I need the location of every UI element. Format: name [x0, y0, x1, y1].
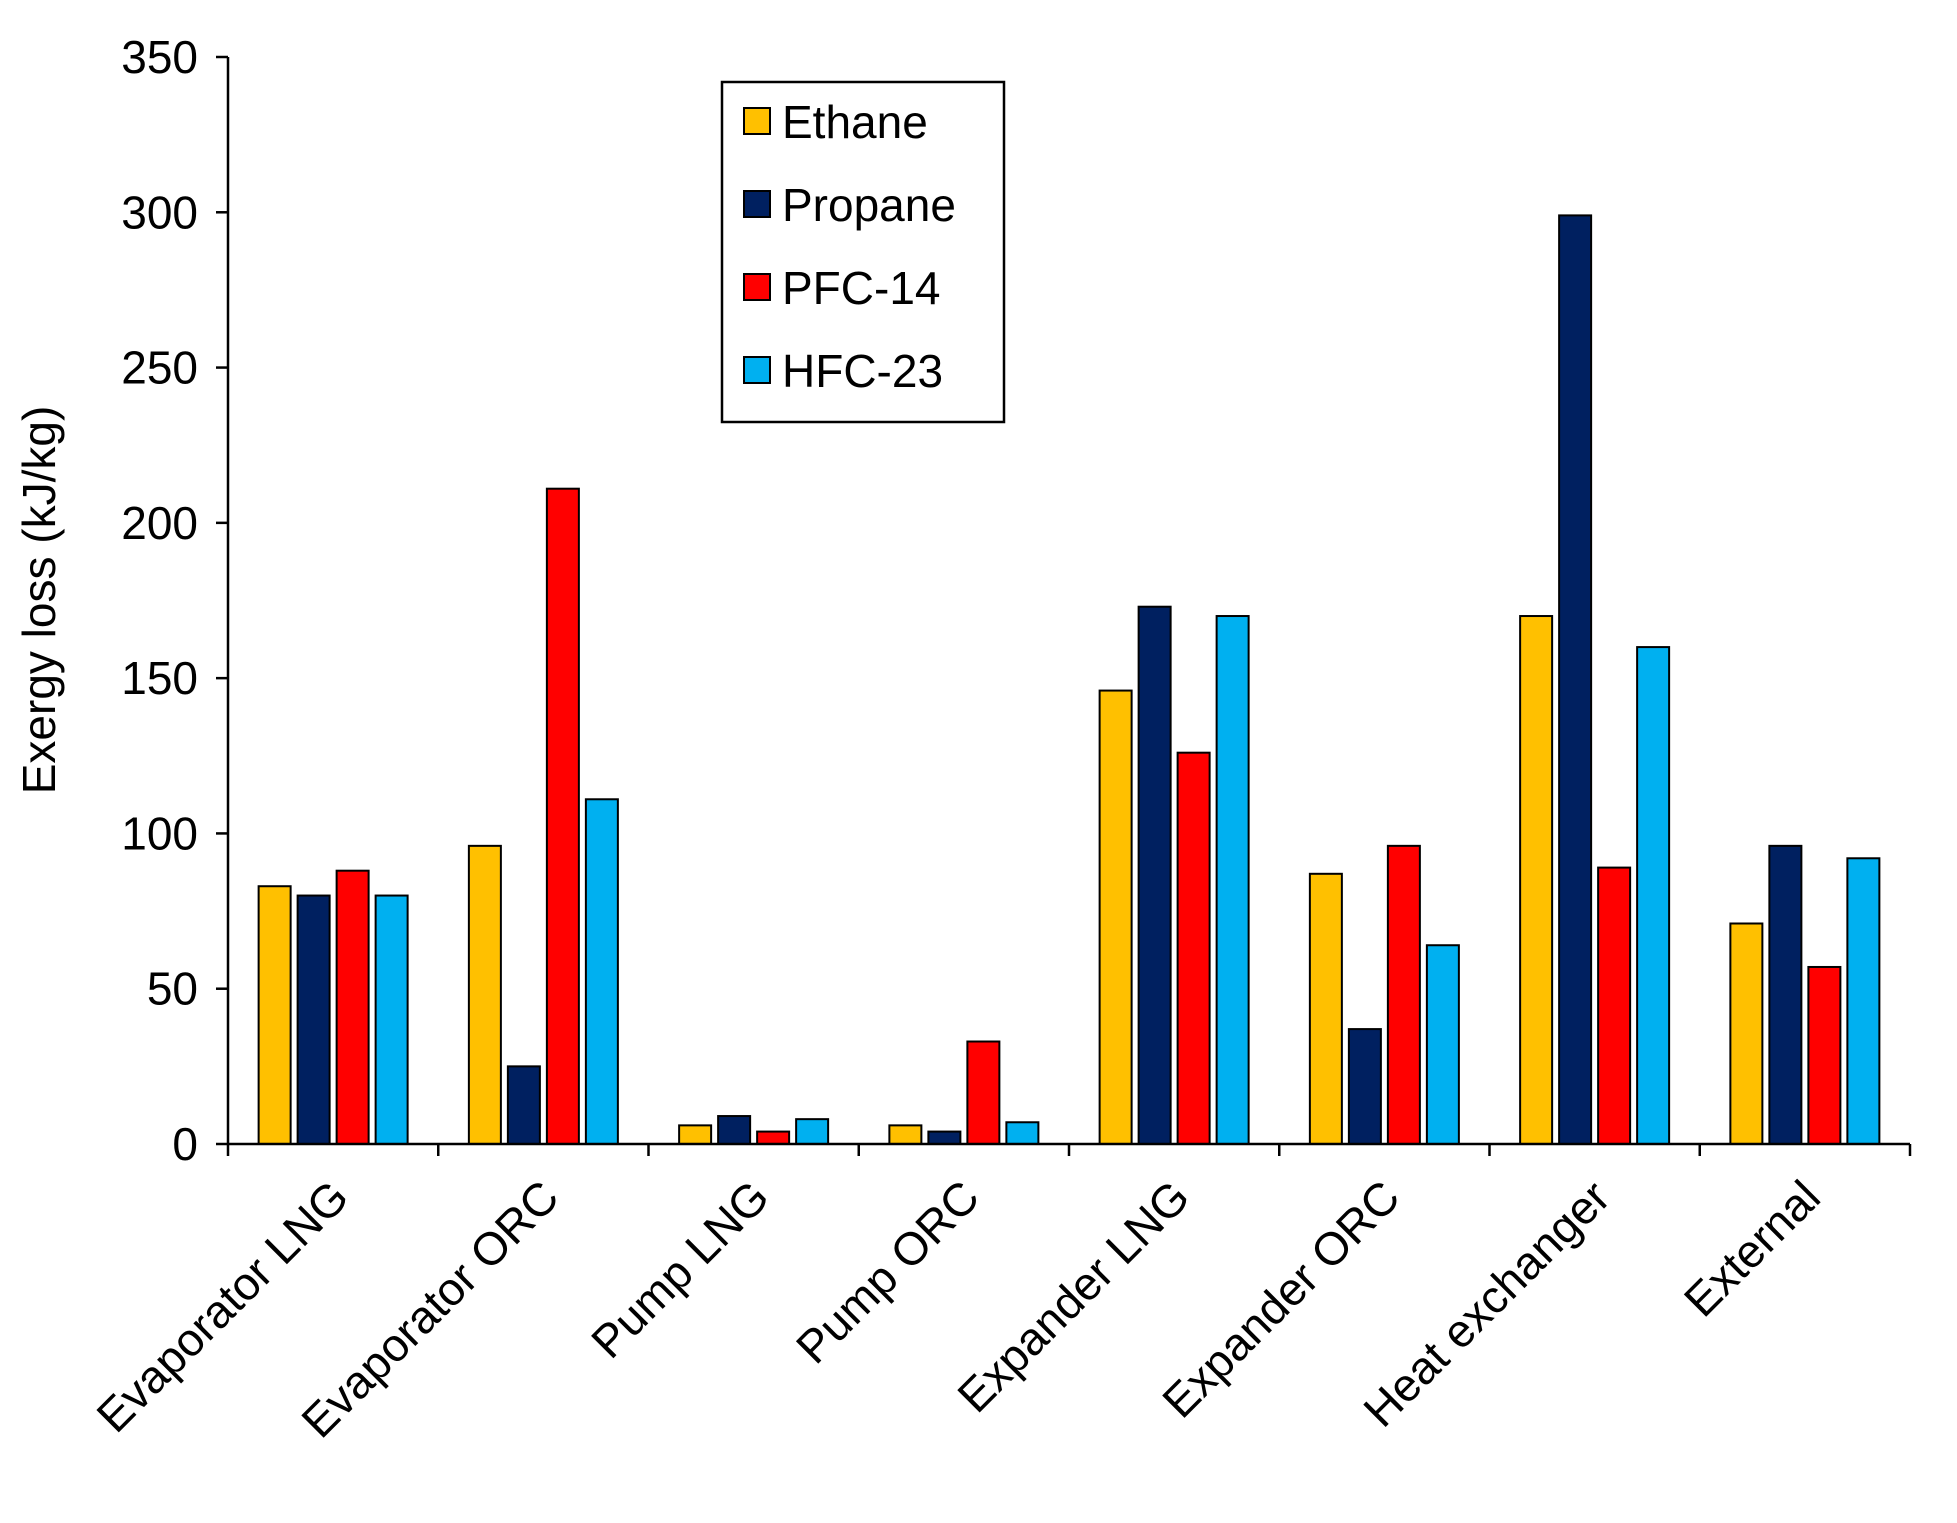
y-tick-label: 100 — [121, 807, 198, 859]
bar-propane — [1137, 605, 1172, 1145]
y-axis-title: Exergy loss (kJ/kg) — [13, 406, 65, 795]
bar-pfc-14 — [756, 1130, 791, 1146]
legend-label: Ethane — [782, 96, 928, 148]
legend-swatch — [743, 107, 771, 135]
bar-pfc-14 — [1597, 866, 1632, 1145]
bar-ethane — [1729, 922, 1764, 1145]
bar-ethane — [678, 1124, 713, 1146]
bar-hfc-23 — [1636, 646, 1671, 1145]
category-label: Pump LNG — [581, 1170, 779, 1368]
bar-hfc-23 — [584, 798, 619, 1145]
bars-layer — [257, 214, 1881, 1146]
y-tick-label: 250 — [121, 342, 198, 394]
y-tick-label: 50 — [147, 963, 198, 1015]
bar-ethane — [1098, 689, 1133, 1146]
legend: Ethane Propane PFC-14 HFC-23 — [720, 80, 1006, 424]
bar-pfc-14 — [335, 869, 370, 1145]
bar-ethane — [1519, 615, 1554, 1145]
bar-propane — [296, 894, 331, 1145]
bar-hfc-23 — [1846, 857, 1881, 1145]
legend-label: PFC-14 — [782, 262, 940, 314]
bar-propane — [1768, 844, 1803, 1145]
bar-propane — [1347, 1028, 1382, 1146]
bar-pfc-14 — [545, 487, 580, 1145]
bar-pfc-14 — [1386, 844, 1421, 1145]
legend-label: HFC-23 — [782, 345, 943, 397]
bar-propane — [927, 1130, 962, 1146]
legend-label: Propane — [782, 179, 956, 231]
bar-hfc-23 — [374, 894, 409, 1145]
legend-swatch — [743, 190, 771, 218]
legend-swatch — [743, 273, 771, 301]
bar-ethane — [888, 1124, 923, 1146]
bar-ethane — [257, 885, 292, 1145]
y-tick-label: 150 — [121, 652, 198, 704]
bar-ethane — [467, 844, 502, 1145]
bar-pfc-14 — [1176, 751, 1211, 1145]
y-tick-label: 350 — [121, 31, 198, 83]
legend-swatch — [743, 356, 771, 384]
bar-ethane — [1308, 872, 1343, 1145]
bar-hfc-23 — [1005, 1121, 1040, 1146]
bar-propane — [717, 1115, 752, 1146]
category-label: External — [1674, 1170, 1830, 1326]
category-label: Pump ORC — [786, 1170, 989, 1373]
y-tick-label: 200 — [121, 497, 198, 549]
bar-hfc-23 — [795, 1118, 830, 1146]
y-tick-label: 300 — [121, 186, 198, 238]
y-ticks: 0 50 100 150 200 250 300 350 — [121, 31, 228, 1170]
bar-propane — [1558, 214, 1593, 1146]
bar-pfc-14 — [966, 1040, 1001, 1146]
y-tick-label: 0 — [172, 1118, 198, 1170]
bar-pfc-14 — [1807, 965, 1842, 1146]
bar-hfc-23 — [1425, 944, 1460, 1146]
bar-propane — [506, 1065, 541, 1146]
bar-hfc-23 — [1215, 615, 1250, 1145]
